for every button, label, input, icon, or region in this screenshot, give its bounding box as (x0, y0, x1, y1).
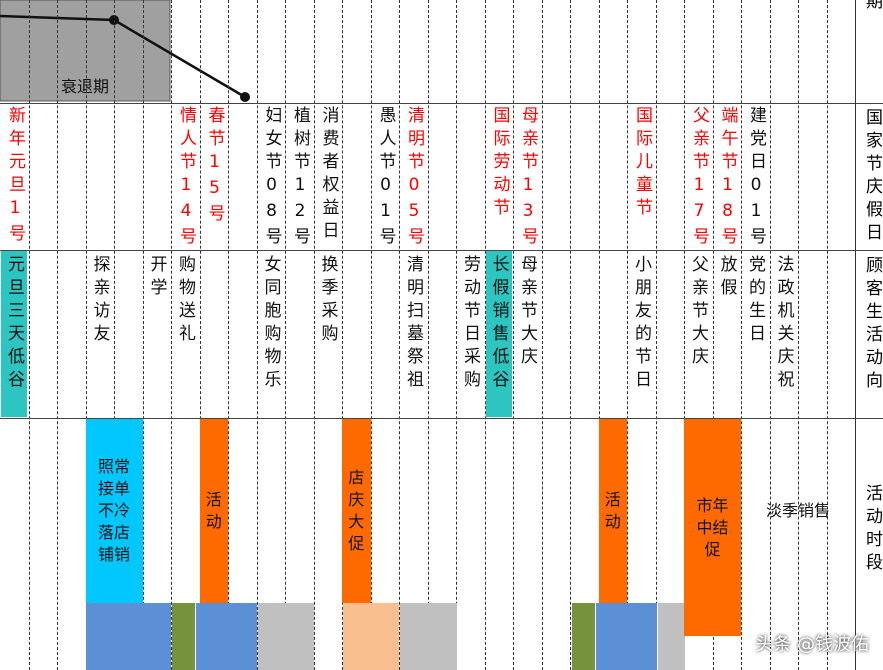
bar (343, 603, 399, 670)
bar (658, 603, 685, 670)
col-line (171, 0, 172, 670)
promotion: 照常接单不冷落店铺销 (85, 419, 143, 603)
bar (86, 603, 171, 670)
activity: 长假销售低谷 (485, 251, 512, 417)
activity: 劳动节日采购 (460, 255, 480, 393)
col-line (712, 0, 714, 670)
bar (172, 603, 195, 670)
holiday: 国际儿童节 (632, 106, 652, 221)
holiday: 清明节05号 (404, 106, 424, 250)
col-line (57, 0, 58, 670)
activity: 母亲节大庆 (517, 255, 537, 370)
activity: 开学 (146, 255, 167, 301)
activity: 法政机关庆祝 (773, 255, 794, 393)
col-line (598, 0, 600, 670)
col-line (399, 0, 400, 670)
row-label: 活动时段 (862, 484, 882, 576)
col-line (427, 0, 429, 670)
activity: 父亲节大庆 (688, 255, 708, 370)
col-line (256, 0, 258, 670)
promotion: 店庆大促 (342, 419, 371, 603)
bar (196, 603, 257, 670)
col-line (541, 0, 543, 670)
col-line (655, 0, 657, 670)
trend-dot (240, 92, 250, 102)
row-label: 顾客生活动向 (862, 256, 882, 394)
col-line (342, 0, 343, 670)
promotion: 活动 (199, 419, 228, 603)
col-line (285, 0, 286, 670)
col-line (855, 0, 856, 670)
bar (572, 603, 595, 670)
row-line (0, 250, 883, 251)
col-line (741, 0, 742, 670)
row-line (0, 103, 883, 104)
holiday: 春节15号 (204, 106, 225, 227)
col-line (769, 0, 771, 670)
watermark: 头条 @钱波佑 (755, 634, 869, 655)
col-line (484, 0, 486, 670)
activity: 女同胞购物乐 (260, 255, 281, 393)
col-line (513, 0, 514, 670)
col-line (370, 0, 372, 670)
col-line (85, 0, 87, 670)
row-line (0, 418, 883, 419)
row-label: 国家节庆假日 (862, 108, 882, 246)
col-line (684, 0, 685, 670)
col-line (570, 0, 571, 670)
bar (596, 603, 657, 670)
holiday: 建党日01号 (746, 106, 766, 250)
phase-label: 衰退期 (61, 77, 109, 96)
col-line (826, 0, 828, 670)
holiday: 消费者权益日 (318, 106, 339, 244)
promotion: 淡季销售 (765, 501, 830, 520)
activity: 购物送礼 (175, 255, 195, 347)
bar (258, 603, 314, 670)
holiday: 妇女节08号 (261, 106, 282, 250)
holiday: 父亲节17号 (689, 106, 709, 250)
col-line (228, 0, 229, 670)
bar (400, 603, 457, 670)
col-line (627, 0, 628, 670)
row-label: 期 (862, 0, 882, 15)
col-line (456, 0, 457, 670)
activity: 放假 (716, 255, 737, 301)
activity: 小朋友的节日 (631, 255, 651, 393)
activity: 探亲访友 (89, 255, 110, 347)
col-line (142, 0, 144, 670)
holiday: 母亲节13号 (518, 106, 538, 250)
holiday: 新年元旦1号 (5, 106, 25, 247)
holiday: 国际劳动节 (489, 106, 510, 221)
col-line (199, 0, 201, 670)
col-line (313, 0, 315, 670)
holiday: 愚人节01号 (375, 106, 396, 250)
promotion: 市年中结促 (684, 419, 741, 636)
col-line (114, 0, 115, 670)
promotion: 活动 (598, 419, 627, 603)
col-line (28, 0, 30, 670)
lifecycle-chart: 衰退期 (0, 0, 250, 102)
holiday: 植树节12号 (290, 106, 310, 250)
holiday: 情人节14号 (176, 106, 196, 250)
activity: 换季采购 (317, 255, 338, 347)
activity: 元旦三天低谷 (1, 251, 27, 417)
activity: 清明扫墓祭祖 (403, 255, 423, 393)
col-line (798, 0, 799, 670)
holiday: 端午节18号 (717, 106, 738, 250)
activity: 党的生日 (745, 255, 765, 347)
